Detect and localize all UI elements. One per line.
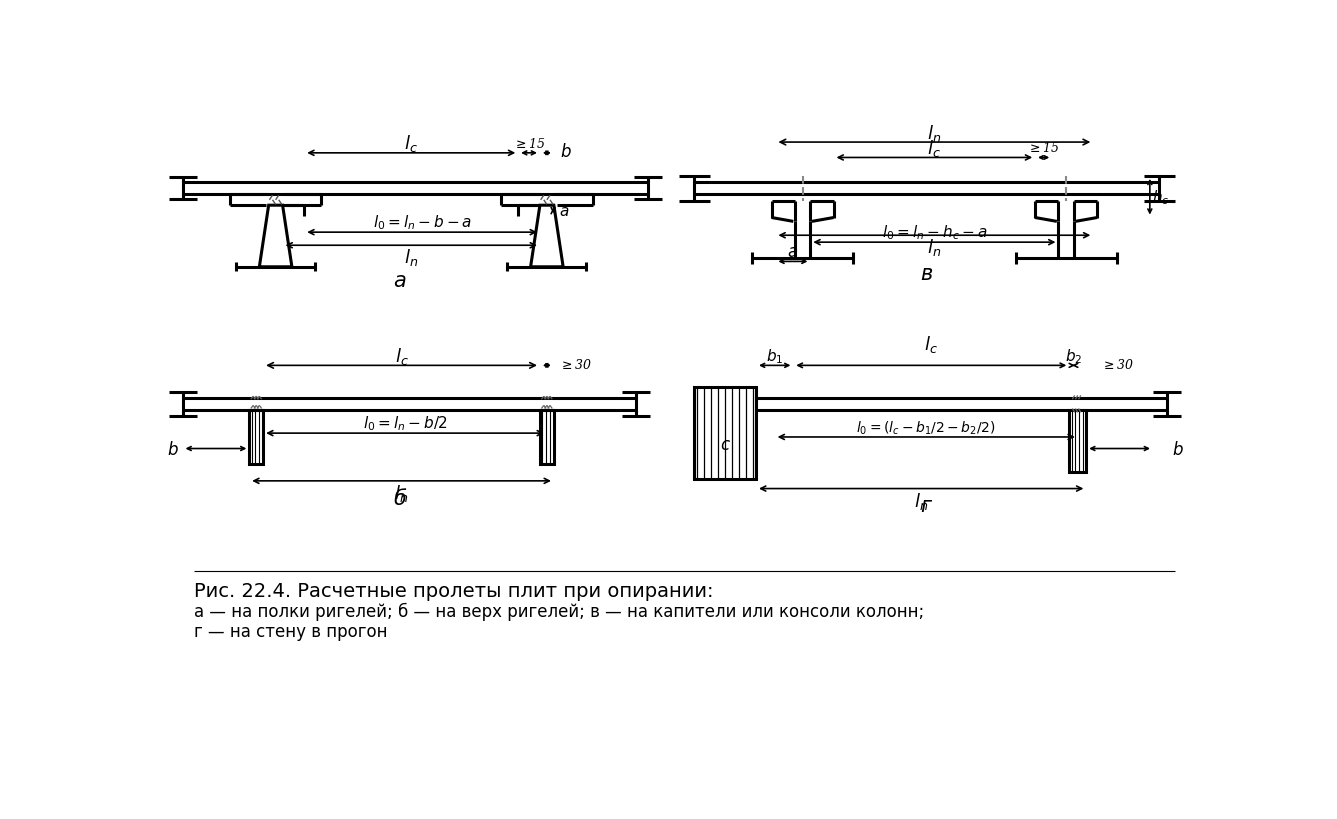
Text: $l_0 = l_n - b - a$: $l_0 = l_n - b - a$ <box>373 214 472 233</box>
Text: $a$: $a$ <box>787 243 798 260</box>
Text: $l_0 = l_n - b/2$: $l_0 = l_n - b/2$ <box>362 414 448 433</box>
Text: $\geq$30: $\geq$30 <box>559 357 592 371</box>
Text: г — на стену в прогон: г — на стену в прогон <box>194 622 388 640</box>
Text: $c$: $c$ <box>719 437 730 454</box>
Text: $l_n$: $l_n$ <box>928 122 941 143</box>
Bar <box>540 410 554 464</box>
Text: $b$: $b$ <box>1171 440 1183 458</box>
Text: $l_0 = (l_c - b_1/2 - b_2/2)$: $l_0 = (l_c - b_1/2 - b_2/2)$ <box>857 419 996 437</box>
Text: $l_n$: $l_n$ <box>915 490 928 511</box>
Text: $l_c$: $l_c$ <box>928 138 941 159</box>
Text: а — на полки ригелей; б — на верх ригелей; в — на капители или консоли колонн;: а — на полки ригелей; б — на верх ригеле… <box>194 602 924 620</box>
Text: $l_c$: $l_c$ <box>404 133 418 154</box>
Text: $b_2$: $b_2$ <box>1064 346 1082 365</box>
Text: $б$: $б$ <box>393 487 406 509</box>
Text: $в$: $в$ <box>920 265 933 284</box>
Text: $b$: $b$ <box>560 143 572 161</box>
Text: $l_n$: $l_n$ <box>928 237 941 258</box>
Text: $l_0 = l_n - h_c - a$: $l_0 = l_n - h_c - a$ <box>881 224 987 242</box>
Text: $\geq$30: $\geq$30 <box>1100 357 1134 371</box>
Bar <box>249 410 263 464</box>
Text: $l_c$: $l_c$ <box>394 346 408 366</box>
Text: $\geq$15: $\geq$15 <box>513 137 545 151</box>
Text: $h_c$: $h_c$ <box>1152 188 1170 207</box>
Text: $l_n$: $l_n$ <box>404 247 418 268</box>
Text: $\geq$15: $\geq$15 <box>1027 141 1060 156</box>
Bar <box>1070 410 1086 472</box>
Text: $b$: $b$ <box>167 440 179 458</box>
Text: $a$: $a$ <box>393 272 406 291</box>
Bar <box>694 387 757 480</box>
Text: $l_n$: $l_n$ <box>394 482 409 504</box>
Text: $a$: $a$ <box>559 204 570 219</box>
Text: $г$: $г$ <box>920 496 933 515</box>
Text: $b_1$: $b_1$ <box>766 346 783 365</box>
Text: Рис. 22.4. Расчетные пролеты плит при опирании:: Рис. 22.4. Расчетные пролеты плит при оп… <box>194 581 714 600</box>
Text: $l_c$: $l_c$ <box>924 334 939 355</box>
